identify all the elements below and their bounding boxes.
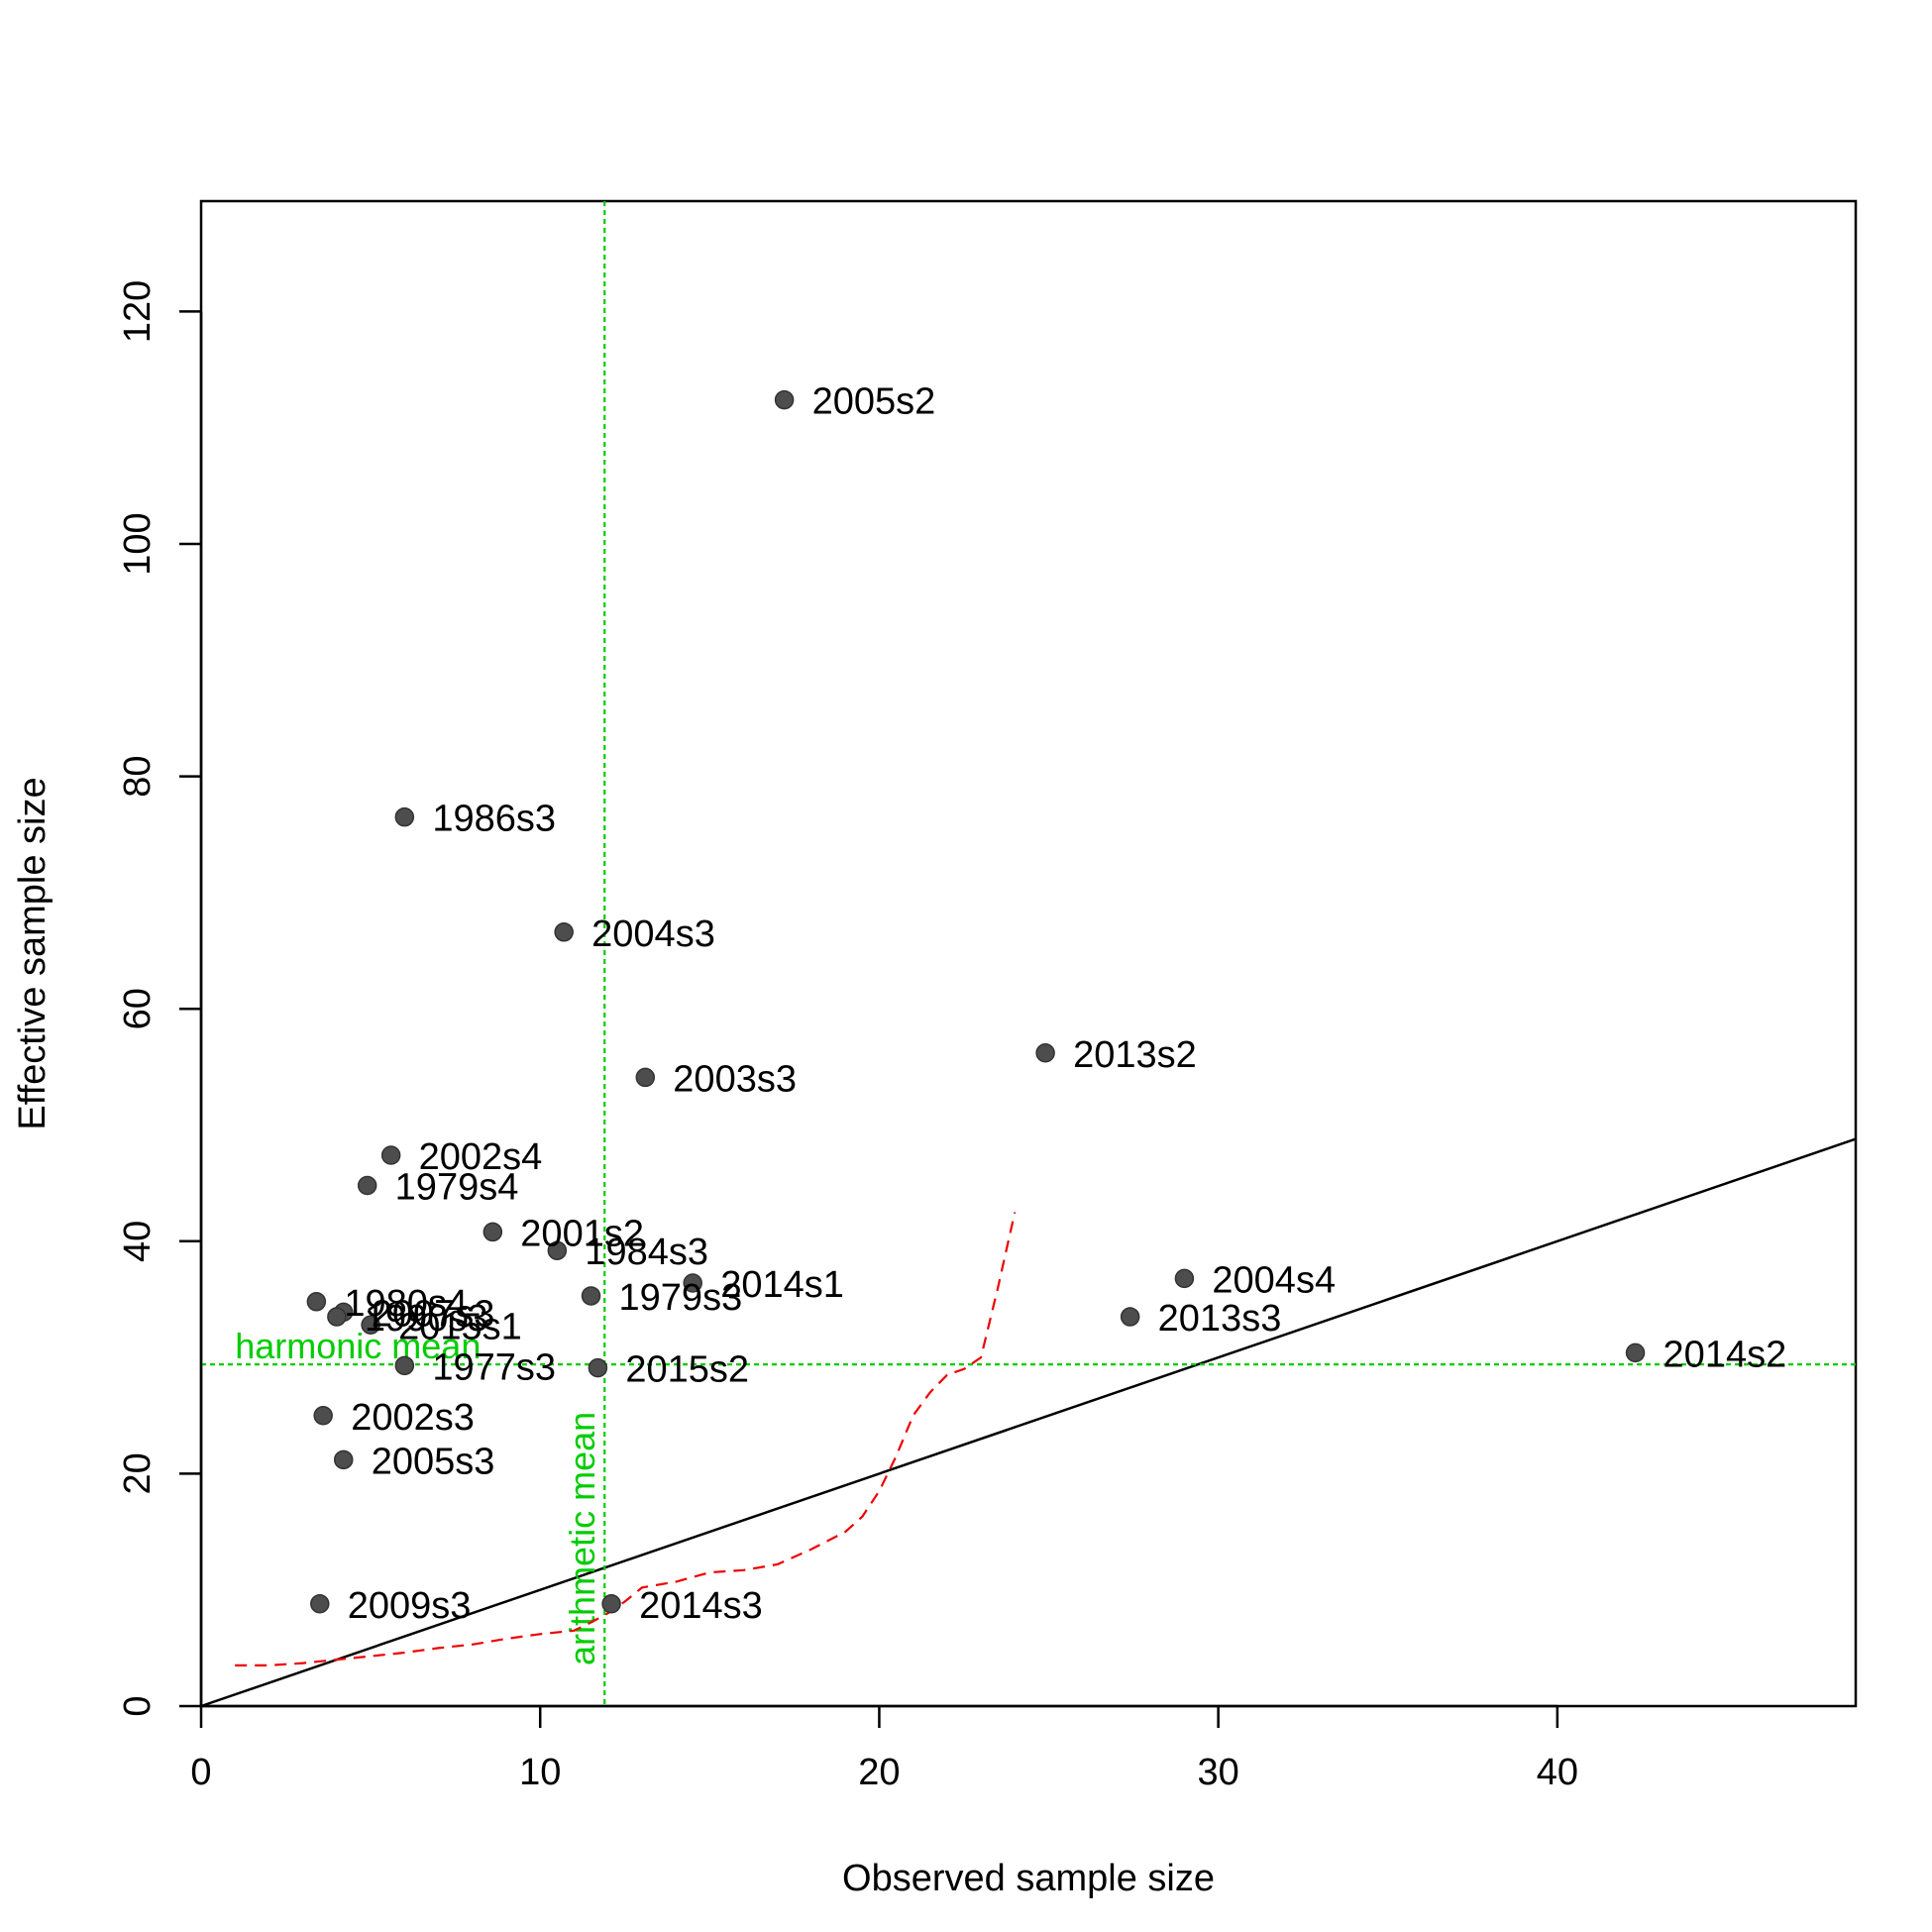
data-point [394, 806, 415, 827]
point-label: 1986s3 [432, 799, 556, 840]
x-axis: 0 10 20 30 40 [190, 1704, 1578, 1793]
point-label: 2001s2 [520, 1213, 644, 1254]
x-tick-label: 10 [519, 1752, 561, 1793]
x-tick-label: 20 [858, 1752, 900, 1793]
data-point [306, 1292, 327, 1312]
y-tick-label: 20 [117, 1452, 159, 1494]
y-tick-label: 60 [117, 988, 159, 1029]
y-tick-label: 40 [117, 1221, 159, 1262]
smoother-line [235, 1212, 1017, 1667]
data-point [774, 389, 795, 410]
y-tick-label: 80 [117, 755, 159, 797]
point-label: 2003s3 [673, 1058, 797, 1100]
point-label: 2013s3 [1158, 1298, 1282, 1340]
data-point [588, 1357, 608, 1378]
data-point [327, 1307, 347, 1327]
point-label: 1979s4 [395, 1167, 519, 1209]
point-label: 2015s1 [398, 1306, 522, 1347]
point-label: 2004s3 [591, 913, 715, 955]
y-axis-label: Effective sample size [12, 777, 54, 1129]
data-point [313, 1406, 333, 1426]
point-label: 2014s1 [720, 1264, 844, 1306]
point-label: 2002s4 [419, 1136, 543, 1178]
plot-area: arithmetic mean harmonic mean 2005s2 1986s… [199, 199, 1858, 1708]
point-label: 2004s4 [1212, 1259, 1336, 1301]
x-tick-label: 40 [1537, 1752, 1578, 1793]
reference-lines: arithmetic mean harmonic mean [200, 201, 1857, 1708]
harmonic-mean-label: harmonic mean [235, 1326, 481, 1366]
data-point [581, 1286, 601, 1306]
x-tick-label: 0 [190, 1752, 211, 1793]
data-points [306, 389, 1646, 1614]
point-label: 1980s4 [344, 1283, 468, 1325]
identity-line [200, 1137, 1857, 1708]
point-label: 2014s2 [1664, 1334, 1787, 1375]
y-tick-label: 100 [117, 512, 159, 575]
data-point [380, 1145, 401, 1165]
point-label: 1977s3 [432, 1346, 556, 1388]
point-label: 2009s3 [348, 1585, 472, 1627]
data-point [554, 922, 574, 942]
point-label: 1990s3 [365, 1298, 488, 1340]
point-label: 2014s3 [639, 1585, 763, 1627]
x-tick-label: 30 [1197, 1752, 1238, 1793]
data-point [1174, 1268, 1195, 1289]
x-axis-label: Observed sample size [842, 1858, 1215, 1899]
data-point [357, 1175, 377, 1196]
data-point [310, 1594, 330, 1614]
point-label: 2007s3 [372, 1293, 495, 1335]
point-labels: 2005s21986s32004s32013s22003s32002s41979… [344, 381, 1786, 1627]
point-label: 2013s2 [1073, 1034, 1197, 1076]
point-label: 1979s3 [619, 1277, 743, 1319]
data-point [1120, 1307, 1140, 1327]
point-label: 1984s3 [585, 1232, 708, 1273]
data-point [601, 1594, 621, 1614]
data-point [333, 1449, 354, 1470]
y-tick-label: 0 [117, 1695, 159, 1716]
data-point [635, 1067, 656, 1088]
point-label: 2005s3 [372, 1441, 495, 1482]
data-point [547, 1240, 568, 1260]
data-point [1625, 1342, 1646, 1363]
y-tick-label: 120 [117, 280, 159, 343]
point-label: 2015s2 [625, 1349, 749, 1391]
data-point [1035, 1043, 1055, 1063]
point-label: 2005s2 [812, 381, 936, 423]
arithmetic-mean-label: arithmetic mean [562, 1412, 602, 1665]
data-point [483, 1222, 503, 1242]
data-point [394, 1355, 415, 1376]
y-axis: 0 20 40 60 80 100 120 [117, 280, 203, 1717]
data-point [361, 1315, 380, 1336]
data-point [683, 1273, 702, 1293]
point-label: 2002s3 [351, 1397, 475, 1439]
